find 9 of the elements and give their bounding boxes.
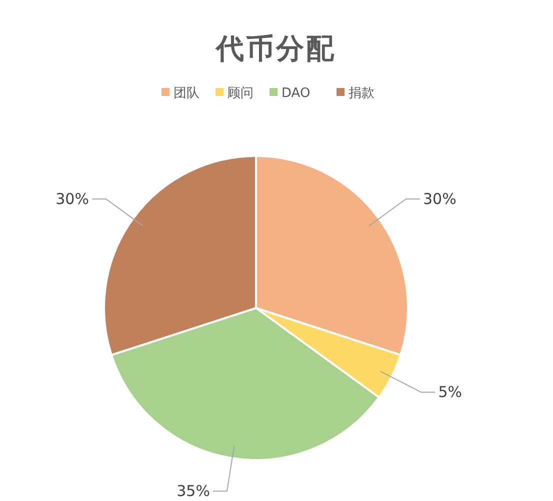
legend-label: 团队 [174, 86, 200, 101]
data-label: 5% [438, 383, 462, 402]
legend-label: 捐款 [348, 86, 374, 101]
data-label: 35% [176, 482, 210, 500]
legend-label: 顾问 [228, 86, 254, 101]
legend-label: DAO [282, 86, 310, 101]
data-label: 30% [423, 190, 456, 208]
data-label: 30% [56, 190, 89, 208]
chart-title: 代币分配 [214, 32, 336, 65]
